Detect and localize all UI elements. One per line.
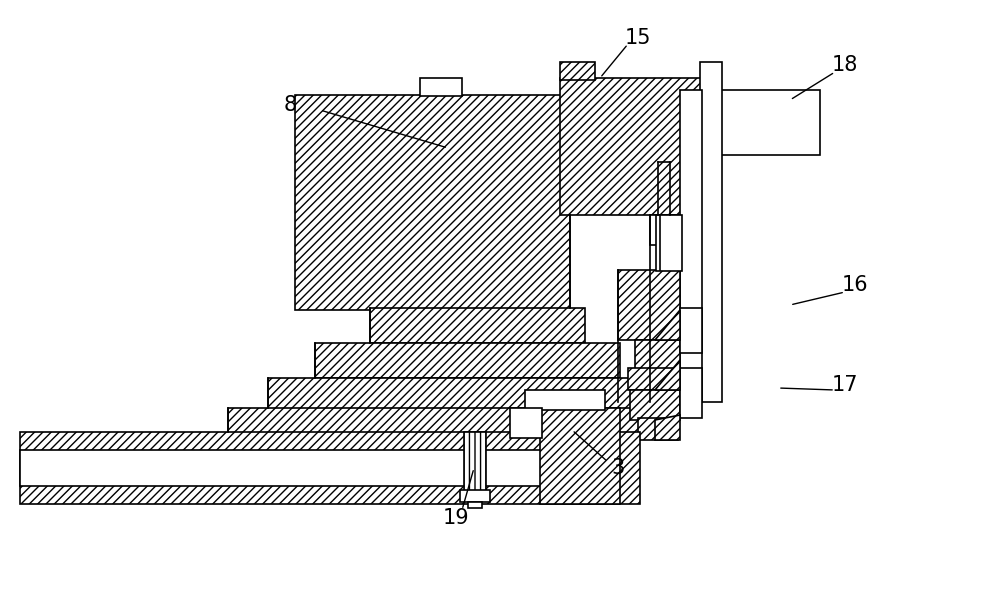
Bar [20, 432, 640, 504]
Polygon shape [655, 415, 680, 440]
Bar [540, 408, 620, 504]
Polygon shape [655, 360, 680, 390]
Text: 18: 18 [832, 55, 858, 75]
Bar [295, 95, 570, 310]
Bar [370, 308, 585, 343]
Text: 16: 16 [842, 275, 868, 295]
Text: 17: 17 [832, 375, 858, 395]
Bar [315, 343, 620, 378]
Bar [710, 90, 820, 155]
Bar [700, 62, 722, 402]
Bar [680, 90, 702, 402]
Bar [525, 390, 605, 410]
Text: 8: 8 [283, 95, 297, 115]
Text: 19: 19 [443, 508, 469, 528]
Bar [656, 215, 682, 271]
Bar [638, 418, 678, 440]
Bar [510, 408, 542, 438]
Bar [460, 490, 490, 502]
Polygon shape [655, 310, 680, 340]
Bar [464, 432, 486, 492]
Bar [630, 390, 680, 420]
Bar [228, 408, 640, 438]
Bar [635, 340, 680, 370]
Bar [618, 270, 680, 340]
Bar [420, 78, 462, 96]
Bar [468, 502, 482, 508]
Bar [680, 308, 702, 353]
Bar [628, 368, 680, 390]
Bar [680, 368, 702, 418]
Text: 3: 3 [611, 458, 625, 478]
Bar [560, 62, 595, 80]
Text: 15: 15 [625, 28, 651, 48]
Bar [650, 215, 680, 245]
Bar [560, 78, 708, 215]
Bar [268, 378, 640, 410]
Bar [20, 450, 600, 486]
